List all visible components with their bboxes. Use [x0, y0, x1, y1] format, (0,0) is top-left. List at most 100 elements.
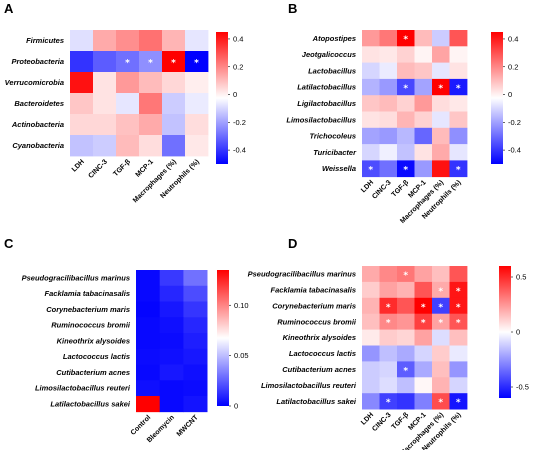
heatmap-cell: [449, 95, 468, 112]
heatmap-cell: [397, 127, 415, 145]
heatmap-cell: [449, 111, 468, 129]
row-label: Ruminococcus bromii: [51, 321, 131, 330]
panel-b: B * * * * * * * Atopostipes Jeotgalicoccus Lactob…: [286, 1, 521, 225]
colorbar-tick-label: 0.5: [516, 273, 526, 282]
panel-letter-b: B: [288, 1, 297, 16]
heatmap-cell: [116, 114, 140, 136]
colorbar-tick-label: -0.4: [233, 146, 246, 155]
row-label: Cutibacterium acnes: [282, 365, 356, 374]
colorbar-tick-label: 0.4: [233, 35, 243, 44]
colorbar-tick-label: 0.05: [234, 351, 249, 360]
heatmap-cell: [379, 62, 398, 80]
heatmap-cell: [449, 313, 468, 330]
heatmap-cell: [362, 377, 380, 394]
heatmap-cell: [414, 377, 433, 394]
colorbar: [216, 32, 228, 164]
heatmap-cell: [183, 317, 208, 334]
heatmap-cell: [432, 313, 450, 330]
panel-a: A * * * * Firmicutes Proteobacteria Verrucomic…: [4, 1, 246, 204]
heatmap-cell: [432, 281, 450, 299]
heatmap-cell: [397, 95, 415, 112]
heatmap-cell: [93, 114, 117, 136]
column-label: CINC-3: [371, 179, 393, 201]
heatmap-cell: [379, 144, 398, 161]
heatmap-cell: [397, 144, 415, 161]
heatmap-cell: [397, 297, 415, 315]
column-label: LDH: [360, 179, 375, 194]
significance-star: *: [438, 303, 443, 313]
significance-star: *: [456, 319, 461, 329]
heatmap-cell: [185, 114, 209, 136]
heatmap-cell: [379, 393, 398, 410]
heatmap-cell: [432, 345, 450, 362]
heatmap-cell: [116, 93, 140, 115]
significance-star: *: [456, 303, 461, 313]
heatmap-cell: [449, 78, 468, 96]
row-label: Pseudogracilibacillus marinus: [22, 273, 130, 282]
heatmap-cell: [70, 114, 94, 136]
heatmap-cell: [397, 313, 415, 330]
column-label: CINC-3: [371, 411, 393, 433]
heatmap-cell: [449, 297, 468, 315]
heatmap-cell: [362, 30, 380, 47]
heatmap-cell: [159, 348, 184, 365]
heatmap-cell: [159, 396, 184, 413]
heatmap-cell: [414, 46, 433, 63]
colorbar-tick-label: 0.4: [508, 35, 518, 44]
significance-star: *: [386, 398, 391, 408]
heatmap-cell: [139, 114, 163, 136]
column-label: TGF-β: [112, 158, 132, 178]
heatmap-cell: [185, 135, 209, 157]
heatmap-cell: [183, 333, 208, 350]
row-label: Cyanobacteria: [12, 141, 64, 150]
heatmap-cell: [185, 51, 209, 73]
heatmap-cell: [449, 127, 468, 145]
heatmap-cell: [414, 281, 433, 299]
heatmap-cell: [397, 160, 415, 178]
significance-star: *: [171, 59, 176, 69]
heatmap-cell: [397, 62, 415, 80]
heatmap-cell: [397, 30, 415, 47]
heatmap-cell: [70, 93, 94, 115]
heatmap-cell: [159, 285, 184, 302]
heatmap-cell: [159, 364, 184, 381]
heatmap-cell: [139, 93, 163, 115]
heatmap-cell: [449, 46, 468, 63]
heatmap-cell: [362, 297, 380, 315]
significance-star: *: [438, 319, 443, 329]
heatmap-cell: [362, 62, 380, 80]
heatmap-cell: [183, 380, 208, 397]
heatmap-cell: [93, 51, 117, 73]
heatmap-cell: [93, 135, 117, 157]
heatmap-cell: [183, 285, 208, 302]
heatmap-cell: [136, 317, 161, 334]
heatmap-cell: [397, 78, 415, 96]
heatmap-cell: [432, 160, 450, 178]
heatmap-cell: [414, 30, 433, 47]
heatmap-cell: [432, 30, 450, 47]
heatmap-cell: [362, 345, 380, 362]
heatmap-cell: [449, 160, 468, 178]
heatmap-cell: [362, 95, 380, 112]
heatmap-cell: [362, 266, 380, 283]
heatmap-cell: [379, 160, 398, 178]
colorbar: [499, 266, 511, 398]
heatmap-cell: [139, 30, 163, 52]
heatmap-cell: [414, 78, 433, 96]
colorbar-tick-label: -0.2: [508, 118, 521, 127]
heatmap-cell: [432, 95, 450, 112]
heatmap-cell: [136, 333, 161, 350]
heatmap-cell: [414, 62, 433, 80]
heatmap-cell: [162, 135, 186, 157]
row-label: Latilactobacillus sakei: [276, 397, 357, 406]
significance-star: *: [403, 84, 408, 94]
heatmap-cell: [362, 144, 380, 161]
significance-star: *: [438, 398, 443, 408]
heatmap-cell: [414, 95, 433, 112]
row-label: Ruminococcus bromii: [277, 317, 357, 326]
column-label: CINC-3: [87, 158, 109, 180]
heatmap-cell: [362, 361, 380, 378]
heatmap-cell: [379, 281, 398, 299]
row-label: Actinobacteria: [11, 120, 64, 129]
heatmap-cell: [159, 317, 184, 334]
